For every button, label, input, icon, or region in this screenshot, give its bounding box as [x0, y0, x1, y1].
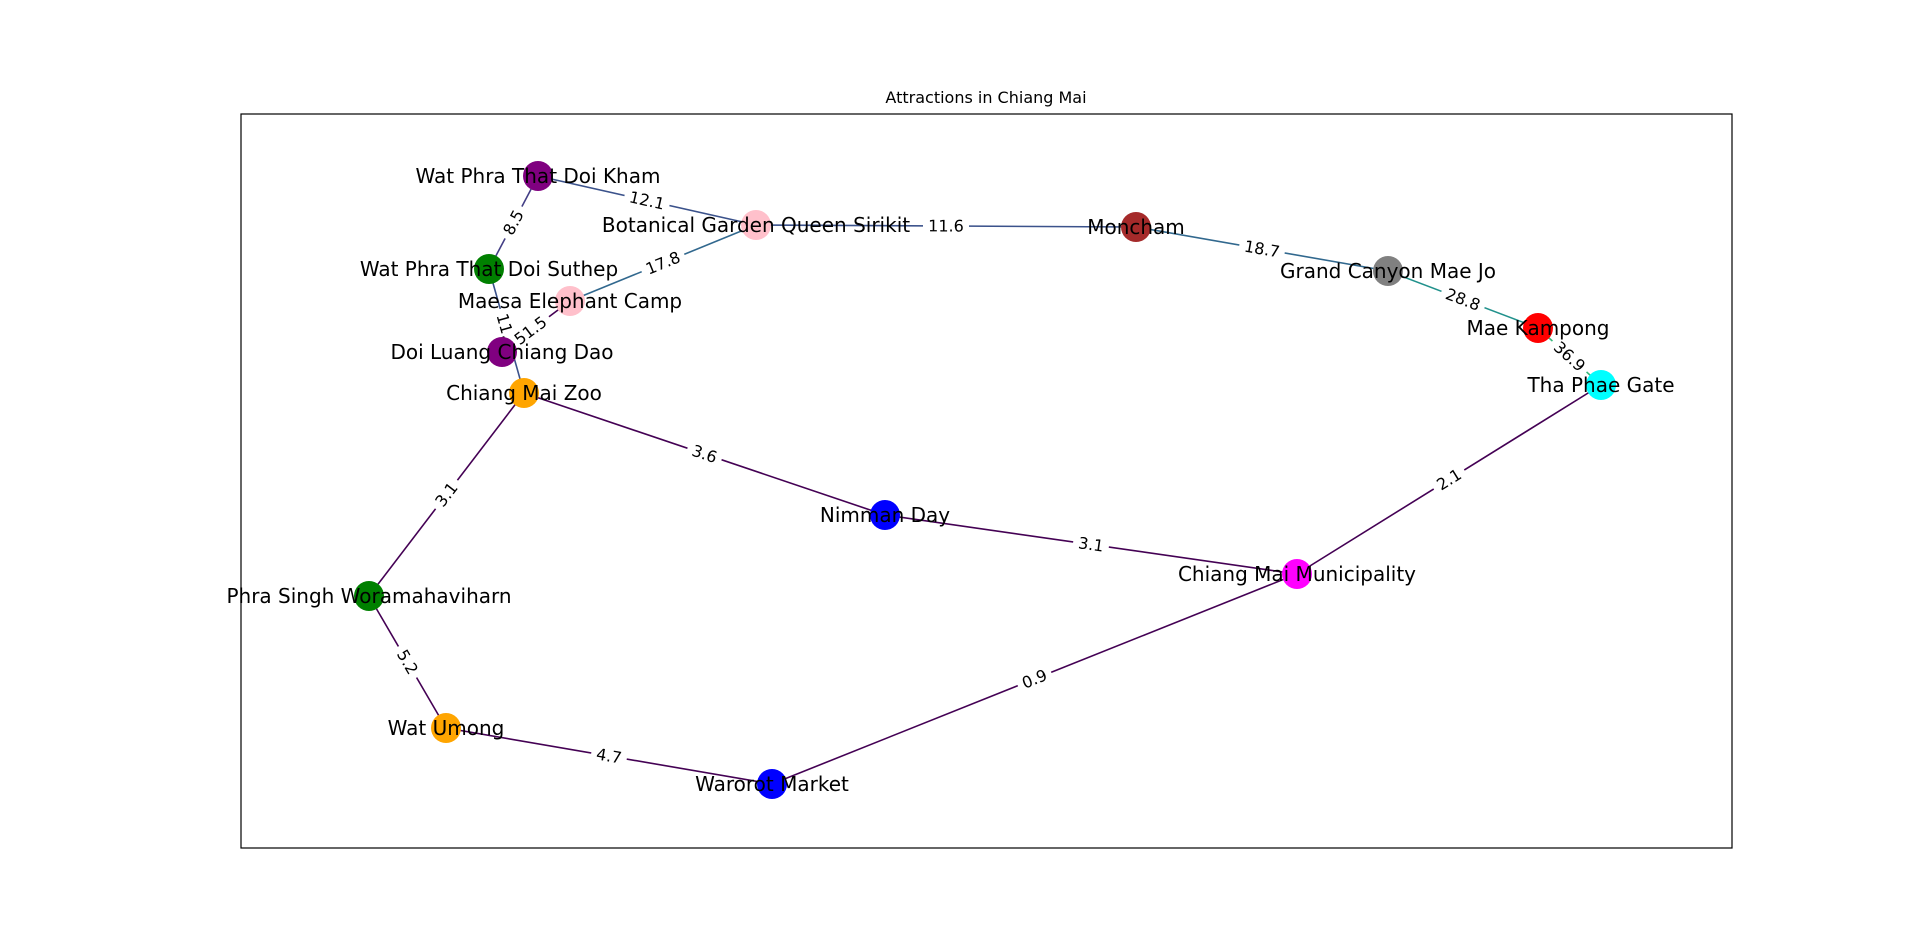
- edge-label-background: [427, 474, 466, 515]
- node-mae-kampong: [1523, 313, 1553, 343]
- node-label-doi-luang-chiang-dao: Doi Luang Chiang Dao: [390, 340, 613, 364]
- node-layer: [354, 161, 1616, 799]
- node-tha-phae-gate: [1586, 370, 1616, 400]
- node-grand-canyon-mae-jo: [1373, 256, 1403, 286]
- node-chiang-mai-zoo: [509, 378, 539, 408]
- edge-label-group: 18.7: [1237, 235, 1287, 263]
- edge-label-group: 5.2: [389, 641, 426, 683]
- edge-label-group: 2.1: [1428, 461, 1470, 498]
- edge-label-group: 3.1: [427, 474, 466, 515]
- edge-label-background: [506, 308, 555, 353]
- node-label-mae-kampong: Mae Kampong: [1467, 316, 1610, 340]
- node-wat-phra-that-doi-kham: [523, 161, 553, 191]
- edge-label-background: [496, 201, 531, 244]
- edge-weight-label: 12.1: [628, 187, 667, 213]
- node-label-nimman-day: Nimman Day: [820, 503, 950, 527]
- node-phra-singh-woramahaviharn: [354, 581, 384, 611]
- edge-label-background: [589, 743, 629, 769]
- edge-label-group: 11.6: [922, 215, 970, 237]
- node-label-chiang-mai-municipality: Chiang Mai Municipality: [1178, 562, 1416, 586]
- edge-label-group: 4.7: [589, 743, 629, 769]
- edge-weight-label: 18.7: [1243, 237, 1281, 262]
- node-label-wat-umong: Wat Umong: [388, 716, 505, 740]
- edge-label-group: 12.1: [622, 185, 672, 216]
- edge-weight-label: 4.7: [595, 744, 623, 767]
- node-botanical-garden-queen-sirikit: [741, 210, 771, 240]
- node-label-warorot-market: Warorot Market: [695, 772, 849, 796]
- edge-label-group: 3.6: [684, 438, 725, 470]
- edge-label-background: [922, 215, 970, 237]
- node-label-chiang-mai-zoo: Chiang Mai Zoo: [446, 381, 602, 405]
- edge-weight-label: 11.6: [928, 216, 964, 235]
- node-label-layer: Wat Phra That Doi Kham Botanical Garden Q…: [226, 164, 1674, 796]
- node-doi-luang-chiang-dao: [487, 337, 517, 367]
- edge-label-background: [1071, 532, 1111, 557]
- edge-label-background: [1545, 333, 1594, 380]
- node-label-grand-canyon-mae-jo: Grand Canyon Mae Jo: [1280, 259, 1496, 283]
- edge-label-group: 0.9: [1014, 663, 1055, 695]
- node-wat-umong: [431, 713, 461, 743]
- plot-frame: [240, 113, 1733, 849]
- node-warorot-market: [757, 769, 787, 799]
- node-label-botanical-garden-queen-sirikit: Botanical Garden Queen Sirikit: [602, 213, 910, 237]
- node-label-maesa-elephant-camp: Maesa Elephant Camp: [458, 289, 682, 313]
- node-maesa-elephant-camp: [555, 286, 585, 316]
- node-chiang-mai-municipality: [1282, 559, 1312, 589]
- edge-label-background: [622, 185, 672, 216]
- edge-label-background: [1428, 461, 1470, 498]
- edge-label-group: 3.1: [1071, 532, 1111, 557]
- edge-label-group: 28.8: [1437, 281, 1489, 318]
- node-label-wat-phra-that-doi-suthep: Wat Phra That Doi Suthep: [360, 257, 618, 281]
- node-nimman-day: [870, 500, 900, 530]
- node-label-wat-phra-that-doi-kham: Wat Phra That Doi Kham: [416, 164, 661, 188]
- edge-label-layer: 12.111.618.728.836.98.517.811.251.53.63.…: [389, 185, 1594, 769]
- edge-label-group: 17.8: [637, 245, 689, 281]
- node-wat-phra-that-doi-suthep: [474, 254, 504, 284]
- edge-label-group: 8.5: [496, 201, 531, 244]
- figure-title: Attractions in Chiang Mai: [885, 88, 1086, 107]
- edge-label-background: [389, 641, 426, 683]
- edge-label-background: [1014, 663, 1055, 695]
- edge-weight-label: 3.1: [1077, 533, 1105, 555]
- edge-label-background: [1437, 281, 1489, 318]
- edge-label-background: [684, 438, 725, 470]
- edge-weight-label: 17.8: [643, 247, 683, 278]
- edge-label-background: [1237, 235, 1287, 263]
- edge-label-background: [637, 245, 689, 281]
- node-moncham: [1121, 212, 1151, 242]
- node-label-tha-phae-gate: Tha Phae Gate: [1526, 373, 1674, 397]
- node-label-moncham: Moncham: [1087, 215, 1185, 239]
- node-label-phra-singh-woramahaviharn: Phra Singh Woramahaviharn: [226, 584, 511, 608]
